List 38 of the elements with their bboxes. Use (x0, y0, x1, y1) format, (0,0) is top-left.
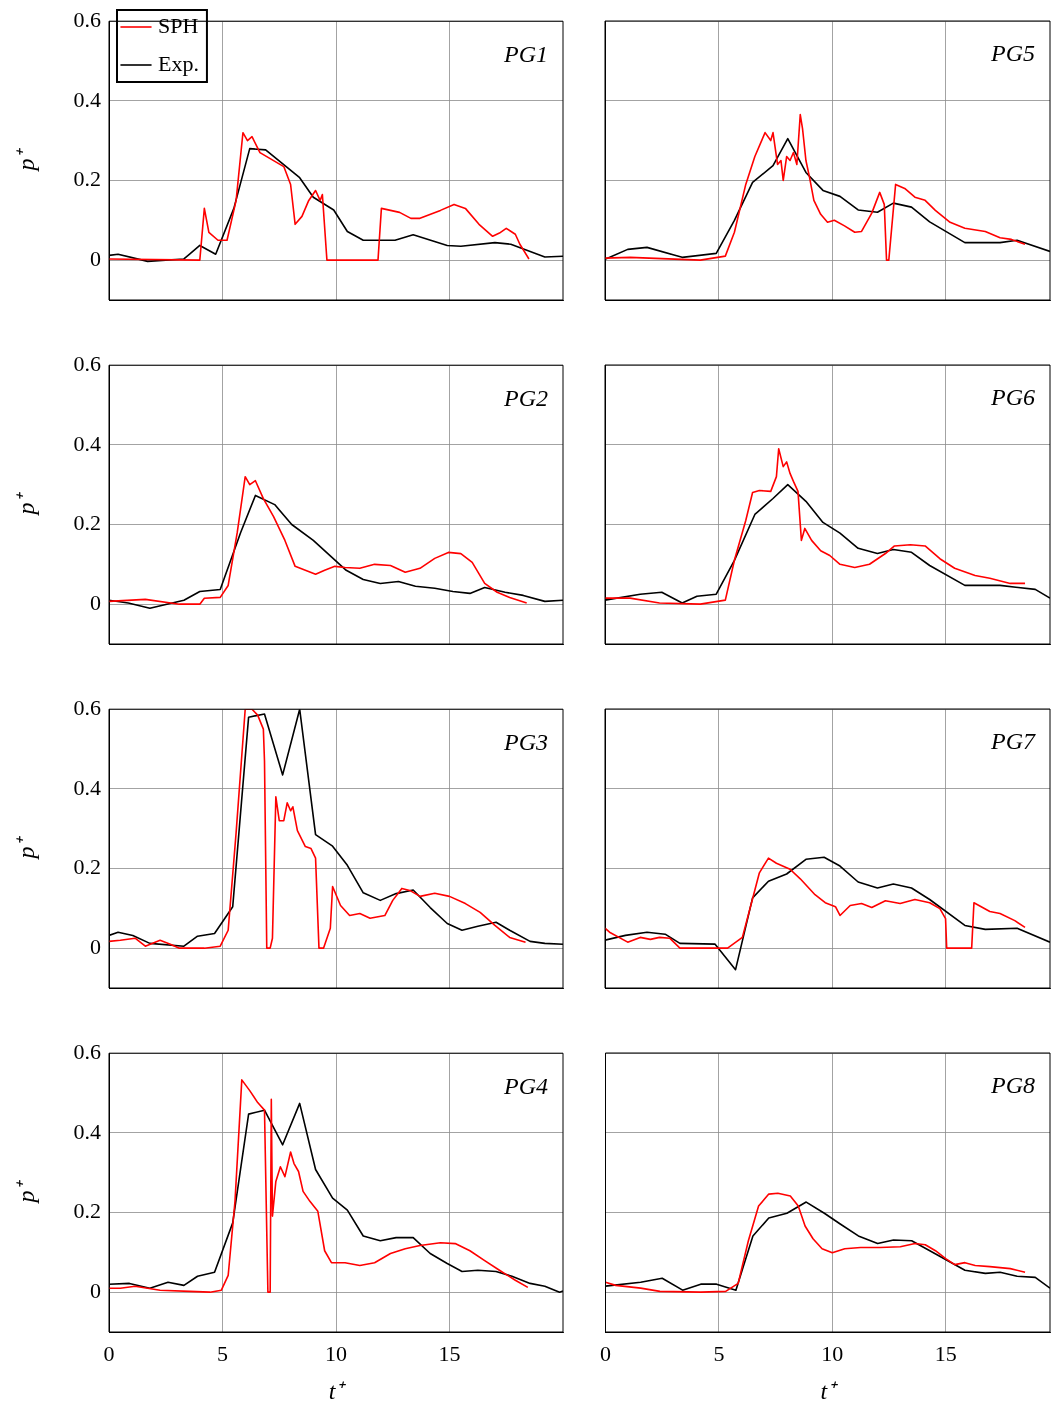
annotation: PG2 (503, 384, 548, 411)
y-tick-label: 0 (90, 245, 101, 271)
annotation: PG1 (503, 40, 548, 67)
y-tick-label: 0.4 (73, 86, 101, 112)
annotation: PG4 (503, 1072, 548, 1099)
y-tick-label: 0 (90, 1277, 101, 1303)
y-tick-label: 0.2 (73, 1198, 101, 1224)
legend-label: Exp. (158, 50, 199, 76)
x-tick-label: 15 (934, 1340, 957, 1366)
y-tick-label: 0.6 (73, 1038, 101, 1064)
annotation: PG5 (990, 40, 1035, 67)
annotation: PG3 (503, 728, 548, 755)
x-tick-label: 10 (325, 1340, 347, 1366)
y-tick-label: 0.6 (73, 6, 101, 32)
y-axis-title: p⁺ (12, 1179, 39, 1205)
x-tick-label: 5 (713, 1340, 725, 1366)
y-tick-label: 0.4 (73, 1118, 101, 1144)
y-tick-label: 0.4 (73, 774, 101, 800)
y-tick-label: 0.4 (73, 430, 101, 456)
annotation: PG7 (990, 728, 1036, 755)
x-tick-label: 0 (600, 1340, 611, 1366)
annotation: PG8 (990, 1072, 1035, 1099)
x-axis-title: t⁺ (820, 1377, 839, 1404)
annotation: PG6 (990, 384, 1035, 411)
y-tick-label: 0.2 (73, 166, 101, 192)
x-tick-label: 5 (217, 1340, 228, 1366)
y-tick-label: 0 (90, 933, 101, 959)
x-tick-label: 15 (438, 1340, 461, 1366)
y-axis-title: p⁺ (12, 147, 39, 173)
y-tick-label: 0.2 (73, 854, 101, 880)
y-tick-label: 0.6 (73, 694, 101, 720)
y-tick-label: 0.6 (73, 350, 101, 376)
y-axis-title: p⁺ (12, 835, 39, 861)
y-tick-label: 0.2 (73, 510, 101, 536)
y-tick-label: 0 (90, 589, 101, 615)
y-axis-title: p⁺ (12, 491, 39, 517)
x-tick-label: 10 (821, 1340, 844, 1366)
x-axis-title: t⁺ (328, 1377, 347, 1404)
